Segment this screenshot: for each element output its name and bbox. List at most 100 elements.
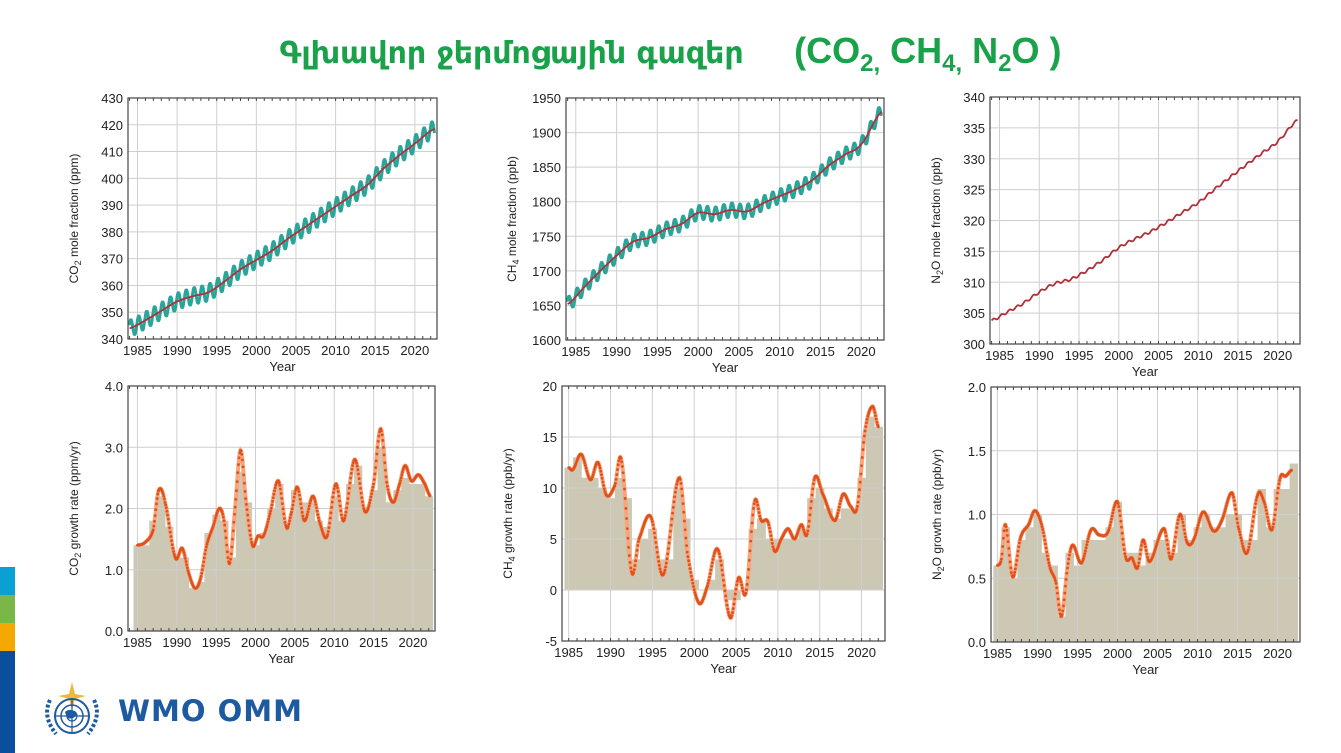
x-tick-label: 1985 — [123, 635, 152, 650]
growth-point — [1068, 553, 1071, 557]
growth-point — [1138, 552, 1142, 556]
growth-point — [617, 459, 621, 463]
growth-point — [708, 572, 712, 576]
growth-point — [1262, 500, 1266, 504]
growth-point — [602, 484, 605, 487]
bar-2003 — [1137, 565, 1146, 642]
growth-point — [236, 471, 240, 475]
growth-point — [1175, 526, 1179, 530]
growth-point — [237, 463, 240, 466]
growth-point — [812, 482, 815, 486]
growth-point — [369, 495, 373, 499]
growth-point — [614, 477, 618, 481]
growth-point — [187, 573, 191, 577]
growth-point — [306, 510, 310, 514]
side-stripe-cyan — [0, 567, 15, 595]
growth-point — [214, 516, 217, 520]
growth-point — [1074, 550, 1078, 554]
bar-2021 — [1281, 489, 1291, 642]
growth-point — [271, 499, 274, 503]
growth-point — [713, 552, 716, 555]
growth-point — [360, 496, 364, 500]
bar-1987 — [149, 520, 158, 631]
growth-point — [1124, 555, 1127, 558]
trend-line — [129, 127, 435, 330]
growth-point — [593, 468, 596, 472]
growth-point — [1118, 509, 1121, 513]
growth-point — [1264, 505, 1267, 509]
growth-point — [690, 574, 693, 578]
growth-point — [1171, 552, 1175, 556]
growth-point — [221, 515, 225, 519]
growth-point — [584, 464, 587, 467]
growth-point — [860, 464, 863, 468]
growth-point — [634, 559, 638, 563]
bar-2022 — [874, 426, 883, 590]
growth-point — [1043, 538, 1047, 542]
growth-point — [866, 414, 870, 418]
growth-point — [1137, 561, 1141, 565]
growth-point — [1270, 527, 1274, 531]
growth-point — [1117, 505, 1121, 508]
growth-point — [273, 486, 277, 490]
chart-co2-mole-fraction: 1985 1990 1995 2000 2005 2010 2015 2020 340 350 36… — [67, 91, 438, 374]
growth-point — [689, 571, 693, 574]
growth-point — [277, 481, 281, 484]
x-tick-label: 2015 — [361, 343, 390, 358]
bar-2013 — [1217, 527, 1227, 642]
growth-point — [1248, 538, 1252, 542]
x-tick-label: 1990 — [602, 344, 631, 359]
growth-point — [597, 464, 601, 467]
x-tick-label: 1995 — [202, 635, 231, 650]
y-axis-label: CH4 growth rate (ppb/yr) — [501, 448, 517, 578]
growth-point — [857, 495, 861, 498]
growth-point — [710, 564, 714, 568]
growth-point — [1138, 557, 1141, 561]
growth-point — [314, 503, 318, 506]
growth-point — [1009, 566, 1013, 570]
growth-point — [627, 545, 631, 549]
bar-2017 — [832, 518, 842, 590]
growth-point — [806, 529, 810, 533]
y-tick-label: 390 — [101, 198, 123, 213]
y-tick-label: 15 — [543, 430, 557, 445]
growth-point — [817, 480, 821, 484]
growth-point — [711, 557, 715, 561]
growth-point — [654, 541, 658, 544]
growth-point — [1000, 557, 1003, 561]
growth-point — [1252, 510, 1256, 514]
growth-point — [662, 571, 666, 575]
growth-point — [231, 529, 235, 533]
growth-point — [876, 425, 880, 429]
growth-point — [172, 550, 175, 553]
growth-point — [331, 495, 335, 499]
growth-point — [154, 508, 158, 512]
growth-point — [1276, 491, 1279, 495]
monthly-point — [372, 180, 376, 184]
growth-point — [1082, 554, 1086, 558]
growth-point — [293, 492, 297, 495]
x-tick-label: 1985 — [123, 343, 152, 358]
bar-2013 — [798, 528, 808, 590]
growth-point — [184, 560, 188, 563]
x-tick-label: 2005 — [724, 344, 753, 359]
growth-point — [745, 588, 748, 592]
growth-point — [1232, 495, 1235, 499]
growth-point — [673, 495, 677, 499]
bar-1986 — [572, 457, 582, 590]
bar-2006 — [298, 502, 308, 631]
growth-point — [225, 550, 229, 554]
growth-point — [155, 502, 158, 506]
growth-point — [667, 541, 671, 545]
growth-point — [1062, 598, 1066, 602]
growth-point — [628, 561, 632, 564]
growth-point — [629, 566, 633, 570]
growth-point — [733, 592, 737, 596]
growth-point — [750, 521, 754, 525]
growth-point — [819, 488, 823, 491]
y-tick-label: 2.0 — [105, 502, 123, 517]
growth-point — [640, 529, 644, 533]
growth-point — [1274, 508, 1277, 511]
growth-point — [1055, 586, 1059, 590]
growth-point — [591, 473, 595, 477]
